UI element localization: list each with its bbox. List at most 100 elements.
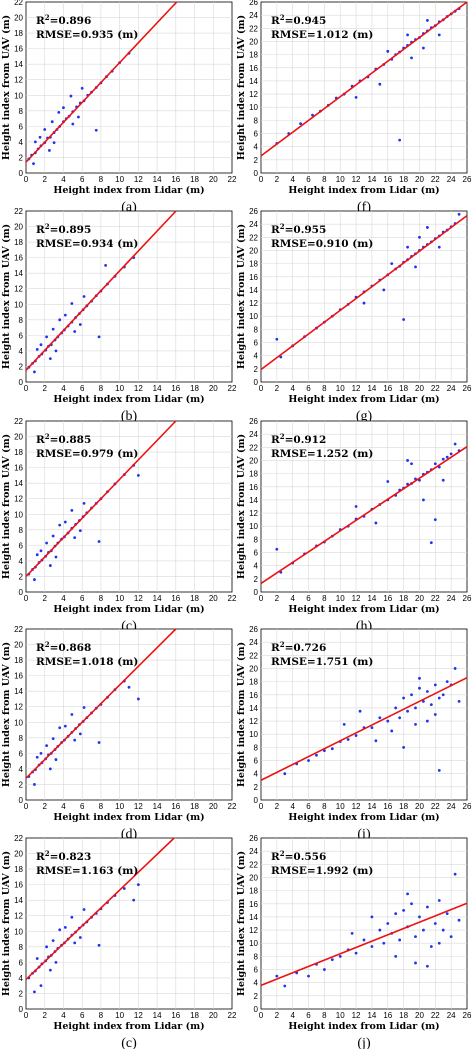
chart-c2-fit-line — [25, 837, 175, 981]
chart-i-x-tick-label: 12 — [352, 802, 361, 811]
chart-a-y-tick-label: 12 — [14, 76, 23, 85]
chart-f-x-tick-label: 4 — [290, 175, 295, 184]
chart-c2-point — [78, 936, 82, 939]
chart-j-caption: (j) — [357, 1036, 371, 1049]
chart-b-point — [70, 302, 74, 305]
chart-c2-y-tick-label: 14 — [14, 896, 23, 905]
chart-c2-x-tick-label: 10 — [115, 1011, 124, 1020]
chart-g-y-tick-label: 4 — [254, 352, 259, 361]
chart-d-point — [48, 767, 52, 771]
chart-c2-x-axis-label: Height index from Lidar (m) — [53, 1021, 204, 1032]
chart-c2-point — [51, 939, 55, 942]
chart-a-y-tick-label: 20 — [14, 14, 23, 23]
chart-i-x-tick-label: 6 — [306, 802, 311, 811]
chart-h: 0 2 4 6 8 10 12 14 16 18 20 22 24 2602468101214161820… — [236, 417, 472, 634]
chart-f-x-tick-label: 10 — [336, 175, 345, 184]
chart-c2-point — [97, 943, 101, 947]
chart-i-y-tick-label: 6 — [254, 757, 259, 766]
chart-j-point — [370, 945, 374, 948]
chart-f-y-tick-label: 12 — [249, 90, 258, 99]
chart-h-point — [453, 442, 457, 446]
chart-c1-r2-label: R2=0.885 — [36, 432, 91, 446]
chart-c1-x-tick-label: 20 — [209, 594, 218, 603]
chart-g-caption: (g) — [356, 409, 373, 424]
chart-c1-y-tick-label: 6 — [19, 541, 24, 550]
chart-j-point — [378, 928, 382, 932]
chart-d-y-tick-label: 8 — [19, 734, 24, 743]
chart-h-x-tick-label: 22 — [431, 594, 440, 603]
chart-i-point — [441, 693, 445, 697]
chart-i-point — [418, 676, 421, 680]
chart-i-point — [370, 726, 374, 730]
chart-a-x-tick-label: 8 — [99, 175, 104, 184]
chart-j-y-tick-label: 10 — [249, 939, 258, 948]
chart-h-y-tick-label: 14 — [249, 496, 258, 505]
chart-i-x-tick-label: 8 — [322, 802, 327, 811]
chart-a-point — [57, 110, 61, 114]
chart-a-x-tick-label: 16 — [171, 175, 180, 184]
chart-d: 0 2 4 6 8 10 12 14 16 18 20 22 0 2 4 6 8 10 12 14 16 18 20 22 R2… — [1, 625, 237, 842]
chart-g-x-tick-label: 2 — [275, 384, 280, 393]
chart-f-y-tick-label: 26 — [249, 0, 258, 7]
chart-i-point — [346, 738, 350, 741]
chart-d-point — [73, 738, 77, 742]
chart-i-points — [283, 667, 461, 776]
chart-c1-x-tick-label: 0 — [24, 594, 29, 603]
chart-b-point — [82, 295, 86, 298]
chart-b-y-tick-label: 16 — [14, 254, 23, 263]
chart-c1-y-tick-label: 4 — [19, 557, 24, 566]
chart-b-point — [51, 327, 55, 331]
chart-f-y-tick-label: 6 — [254, 130, 259, 139]
chart-d-point — [136, 697, 140, 701]
chart-d-point — [45, 744, 48, 747]
chart-j-point — [453, 872, 457, 876]
chart-g-fit-line — [260, 214, 468, 371]
chart-i-point — [322, 749, 326, 753]
chart-c1-x-tick-label: 4 — [61, 594, 66, 603]
chart-j-x-tick-label: 0 — [259, 1011, 264, 1020]
chart-f-y-tick-label: 2 — [254, 156, 259, 165]
chart-c1-point — [70, 508, 74, 512]
chart-j-x-tick-label: 24 — [447, 1011, 456, 1020]
chart-d-y-axis-label: Height index from UAV (m) — [1, 642, 12, 787]
chart-c2-y-tick-label: 8 — [19, 943, 24, 952]
chart-a-x-tick-label: 12 — [134, 175, 143, 184]
chart-d-fit-line — [25, 628, 177, 779]
chart-i-y-tick-label: 22 — [249, 651, 258, 660]
chart-i-point — [342, 722, 346, 726]
chart-j-r2-label: R2=0.556 — [271, 849, 326, 863]
chart-c2-point — [70, 915, 74, 919]
chart-b-x-tick-label: 4 — [61, 384, 66, 393]
chart-h-point — [433, 462, 437, 466]
chart-b-fit-line — [25, 210, 177, 371]
chart-j-point — [382, 941, 386, 945]
chart-f-point — [311, 113, 314, 117]
chart-d-y-tick-label: 16 — [14, 672, 23, 681]
chart-d-y-tick-label: 6 — [19, 749, 24, 758]
chart-h-point — [449, 452, 453, 456]
chart-c2-plot-area — [25, 837, 233, 1010]
chart-d-x-tick-label: 2 — [43, 802, 48, 811]
chart-g-point — [275, 337, 279, 341]
chart-j-point — [445, 912, 449, 916]
chart-g-rmse-label: RMSE=0.910 (m) — [271, 238, 373, 250]
chart-c1-y-tick-label: 16 — [14, 464, 23, 473]
chart-i-point — [437, 769, 441, 772]
chart-h-x-tick-label: 2 — [275, 594, 280, 603]
chart-b-x-tick-label: 20 — [209, 384, 218, 393]
chart-f-x-tick-label: 12 — [352, 175, 361, 184]
chart-a-y-tick-label: 22 — [14, 0, 23, 7]
chart-g-y-tick-label: 26 — [249, 207, 258, 216]
chart-c2-x-tick-label: 6 — [80, 1011, 85, 1020]
chart-c1-point — [33, 578, 36, 581]
chart-a-x-tick-label: 10 — [115, 175, 124, 184]
chart-a-x-tick-label: 22 — [228, 175, 237, 184]
chart-j-y-tick-label: 8 — [254, 952, 259, 961]
chart-a-y-tick-label: 8 — [19, 107, 24, 116]
chart-h-x-tick-label: 8 — [322, 594, 327, 603]
chart-j-point — [362, 938, 366, 942]
chart-c2-point — [82, 908, 86, 911]
chart-i-y-tick-label: 26 — [249, 625, 258, 634]
chart-b-point — [78, 323, 82, 326]
chart-d-y-tick-label: 18 — [14, 656, 23, 665]
